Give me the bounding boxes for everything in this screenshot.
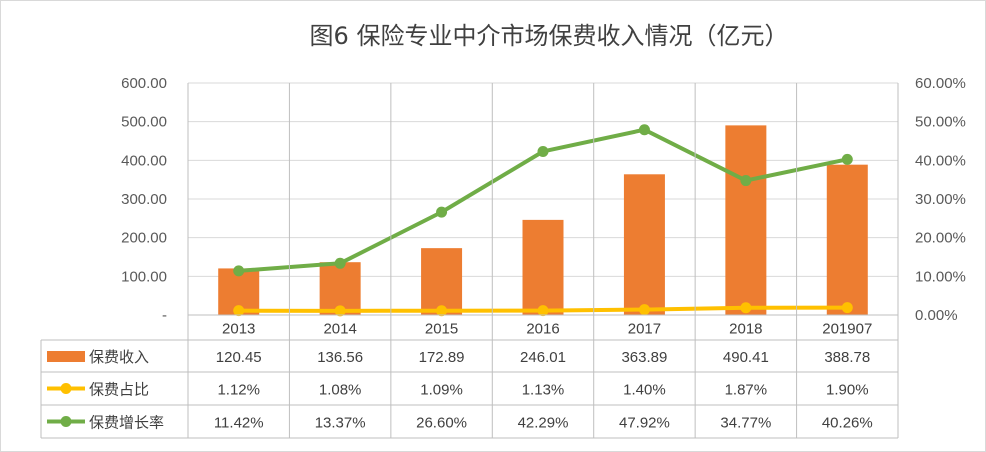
data-label: 1.90% [826,382,869,399]
line-point [841,153,853,165]
bar [725,125,767,315]
category-label: 2013 [222,321,255,338]
bar [522,219,564,315]
line-point [537,305,549,317]
line-point [436,206,448,218]
data-label: 42.29% [518,415,569,432]
data-label: 1.87% [725,382,768,399]
left-tick-label: 600.00 [121,75,167,92]
data-label: 1.09% [420,382,463,399]
right-tick-label: 40.00% [915,152,966,169]
category-label: 2017 [628,321,661,338]
line-point [436,305,448,317]
data-label: 136.56 [317,349,363,366]
data-label: 120.45 [216,349,262,366]
line-point [638,124,650,136]
bar [421,248,463,315]
left-tick-label: 100.00 [121,268,167,285]
data-label: 363.89 [621,349,667,366]
left-tick-label: - [162,307,167,324]
category-label: 2018 [729,321,762,338]
left-tick-label: 200.00 [121,230,167,247]
line-point [638,304,650,316]
left-tick-label: 500.00 [121,114,167,131]
series-name: 保费增长率 [89,414,164,432]
right-tick-label: 0.00% [915,307,958,324]
axes: - 0.00% 100.00 10.00% 200.00 20.00% 300.00 30.0… [121,75,966,324]
category-label: 2016 [526,321,559,338]
right-tick-label: 30.00% [915,191,966,208]
line-point [740,175,752,187]
right-tick-label: 50.00% [915,114,966,131]
line-point [740,302,752,314]
chart-title: 图6 保险专业中介市场保费收入情况（亿元） [310,22,789,50]
legend-marker [60,383,72,394]
data-label: 246.01 [520,349,566,366]
data-label: 490.41 [723,349,769,366]
right-tick-label: 10.00% [915,268,966,285]
category-label: 201907 [822,321,872,338]
data-label: 47.92% [619,415,670,432]
line-point [334,257,346,269]
legend-marker [60,416,72,427]
line-point [233,265,245,277]
data-label: 388.78 [824,349,870,366]
data-label: 40.26% [822,415,873,432]
bar-series [218,125,868,315]
line-point [233,305,245,317]
data-label: 1.08% [319,382,362,399]
line-series [233,124,853,317]
category-label: 2014 [323,321,356,338]
left-tick-label: 400.00 [121,152,167,169]
category-label: 2015 [425,321,458,338]
bar [826,164,868,315]
data-label: 1.12% [217,382,260,399]
data-table: 2013 2014 2015 2016 2017 2018 201907 保费收入 120.45… [40,83,899,439]
data-label: 1.13% [522,382,565,399]
data-label: 26.60% [416,415,467,432]
line-point [841,302,853,314]
series-name: 保费收入 [89,348,149,366]
data-label: 172.89 [419,349,465,366]
gridlines [188,82,898,277]
series-name: 保费占比 [89,381,149,399]
legend-key [47,351,85,362]
line-point [334,305,346,317]
data-label: 34.77% [720,415,771,432]
right-tick-label: 20.00% [915,230,966,247]
data-label: 13.37% [315,415,366,432]
right-tick-label: 60.00% [915,75,966,92]
bar [623,174,665,315]
data-label: 1.40% [623,382,666,399]
data-label: 11.42% [214,415,264,432]
left-tick-label: 300.00 [121,191,167,208]
line-point [537,145,549,157]
